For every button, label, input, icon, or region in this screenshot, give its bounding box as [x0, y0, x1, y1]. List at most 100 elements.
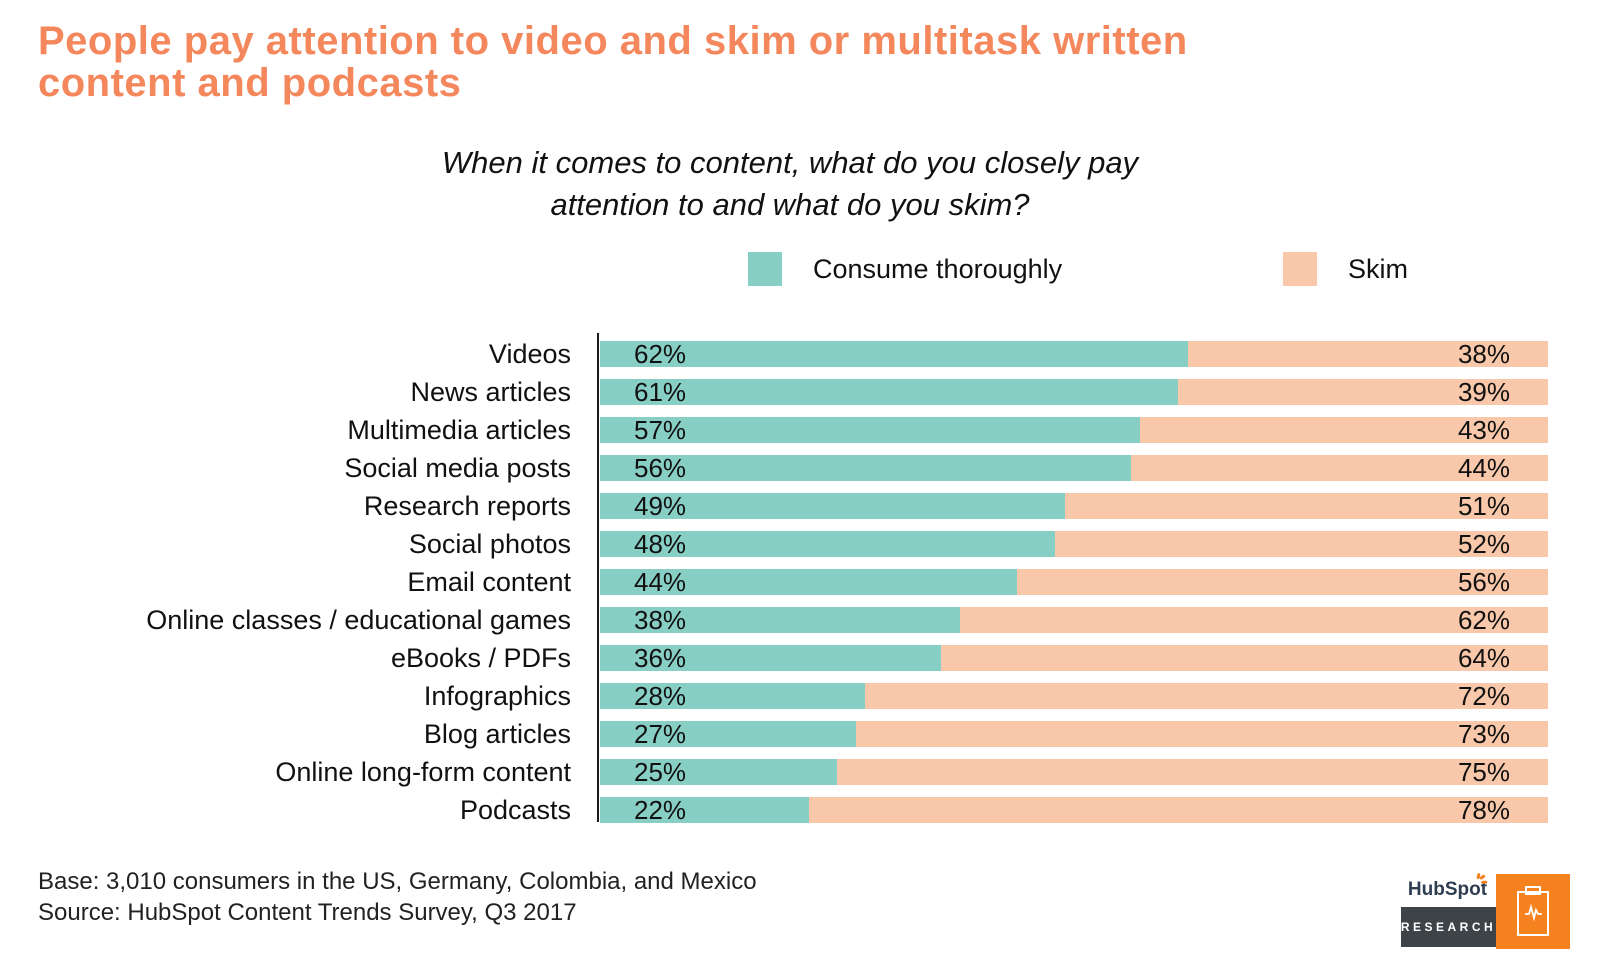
wordmark-o: o — [1469, 879, 1481, 900]
skim-value-label: 44% — [1457, 453, 1510, 483]
category-label: Email content — [407, 566, 571, 597]
bar-track: 48% 52% — [600, 531, 1548, 557]
category-label: eBooks / PDFs — [390, 642, 571, 673]
source-note: Source: HubSpot Content Trends Survey, Q… — [38, 899, 577, 926]
legend-item-consume: Consume thoroughly — [748, 252, 1062, 286]
category-label: Social media posts — [344, 452, 571, 483]
chart-row: Podcasts 22% 78% — [0, 794, 1560, 825]
wordmark-text: HubSp — [1407, 879, 1470, 900]
bar-track: 36% 64% — [600, 645, 1548, 671]
bar-track: 49% 51% — [600, 493, 1548, 519]
consume-bar-segment: 48% — [600, 529, 1056, 559]
y-axis-line — [597, 333, 599, 822]
category-label: Social photos — [408, 528, 571, 559]
bar-track: 44% 56% — [600, 569, 1548, 595]
chart-row: Social photos 48% 52% — [0, 528, 1560, 559]
consume-value-label: 48% — [634, 529, 687, 559]
skim-value-label: 78% — [1457, 795, 1510, 825]
chart-row: Online classes / educational games 38% 62% — [0, 604, 1560, 635]
skim-value-label: 43% — [1457, 415, 1510, 445]
base-note: Base: 3,010 consumers in the US, Germany… — [38, 868, 757, 895]
category-label: Online long-form content — [275, 756, 571, 787]
consume-value-label: 62% — [634, 339, 687, 369]
skim-bar-segment: 44% — [1130, 453, 1548, 483]
chart-row: Multimedia articles 57% 43% — [0, 414, 1560, 445]
chart-row: News articles 61% 39% — [0, 376, 1560, 407]
consume-bar-segment: 38% — [600, 605, 961, 635]
skim-bar-segment: 56% — [1017, 569, 1548, 595]
consume-value-label: 28% — [634, 681, 687, 711]
skim-value-label: 38% — [1457, 339, 1510, 369]
chart-row: Infographics 28% 72% — [0, 681, 1560, 711]
page-title: People pay attention to video and skim o… — [38, 20, 1188, 104]
category-label: Online classes / educational games — [146, 604, 571, 635]
consume-bar-segment: 25% — [600, 759, 837, 785]
skim-bar-segment: 75% — [837, 759, 1548, 785]
consume-bar-segment: 28% — [600, 681, 866, 711]
skim-value-label: 39% — [1457, 377, 1510, 407]
consume-bar-segment: 62% — [600, 341, 1188, 367]
consume-value-label: 22% — [634, 795, 687, 825]
skim-bar-segment: 64% — [941, 645, 1548, 671]
skim-bar-segment: 78% — [808, 795, 1548, 825]
category-label: Blog articles — [423, 718, 571, 749]
consume-bar-segment: 27% — [600, 721, 856, 747]
skim-bar-segment: 38% — [1187, 339, 1548, 369]
category-label: Videos — [488, 338, 571, 369]
category-label: Multimedia articles — [347, 414, 571, 445]
chart-row: Research reports 49% 51% — [0, 490, 1560, 521]
clipboard-pulse-icon — [1517, 885, 1549, 936]
research-logo-tile — [1496, 874, 1570, 949]
consume-value-label: 44% — [634, 567, 687, 597]
consume-bar-segment: 44% — [600, 567, 1018, 597]
consume-bar-segment: 61% — [600, 377, 1179, 407]
chart-row: Social media posts 56% 44% — [0, 452, 1560, 483]
category-label: News articles — [410, 376, 571, 407]
chart-question-line2: attention to and what do you skim? — [550, 187, 1030, 222]
consume-value-label: 56% — [634, 453, 687, 483]
skim-value-label: 52% — [1457, 529, 1510, 559]
consume-value-label: 38% — [634, 605, 687, 635]
skim-bar-segment: 43% — [1140, 417, 1548, 443]
chart-row: eBooks / PDFs 36% 64% — [0, 642, 1560, 673]
bar-track: 57% 43% — [600, 417, 1548, 443]
stacked-bar-chart: Videos 62% 38% News articles 61% 39% Multimedi… — [0, 338, 1560, 835]
consume-value-label: 49% — [634, 491, 687, 521]
bar-track: 56% 44% — [600, 455, 1548, 481]
bar-track: 61% 39% — [600, 379, 1548, 405]
consume-bar-segment: 22% — [600, 797, 809, 823]
footnote: Base: 3,010 consumers in the US, Germany… — [38, 866, 757, 928]
bar-track: 28% 72% — [600, 683, 1548, 709]
chart-row: Email content 44% 56% — [0, 566, 1560, 597]
skim-value-label: 73% — [1457, 719, 1510, 749]
hubspot-sprocket-icon: o — [1469, 872, 1488, 901]
skim-bar-segment: 52% — [1055, 531, 1548, 557]
bar-track: 25% 75% — [600, 759, 1548, 785]
chart-row: Online long-form content 25% 75% — [0, 756, 1560, 787]
page-title-line1: People pay attention to video and skim o… — [38, 19, 1188, 63]
bar-track: 62% 38% — [600, 341, 1548, 367]
bar-track: 27% 73% — [600, 721, 1548, 747]
bar-track: 38% 62% — [600, 607, 1548, 633]
consume-bar-segment: 49% — [600, 493, 1065, 519]
consume-value-label: 61% — [634, 377, 687, 407]
chart-question-line1: When it comes to content, what do you cl… — [441, 145, 1139, 180]
skim-value-label: 75% — [1457, 757, 1510, 787]
consume-swatch-icon — [748, 252, 782, 286]
consume-value-label: 57% — [634, 415, 687, 445]
wordmark-text-end: t — [1480, 879, 1488, 900]
legend-label-consume: Consume thoroughly — [813, 253, 1063, 284]
category-label: Podcasts — [459, 794, 571, 825]
skim-bar-segment: 51% — [1064, 493, 1548, 519]
page-title-line2: content and podcasts — [38, 61, 462, 105]
chart-row: Videos 62% 38% — [0, 338, 1560, 369]
legend-item-skim: Skim — [1283, 252, 1408, 286]
consume-value-label: 25% — [634, 757, 687, 787]
bar-track: 22% 78% — [600, 797, 1548, 823]
category-label: Research reports — [363, 490, 571, 521]
skim-bar-segment: 73% — [855, 719, 1548, 749]
skim-swatch-icon — [1283, 252, 1317, 286]
legend-label-skim: Skim — [1348, 253, 1408, 284]
chart-row: Blog articles 27% 73% — [0, 718, 1560, 749]
